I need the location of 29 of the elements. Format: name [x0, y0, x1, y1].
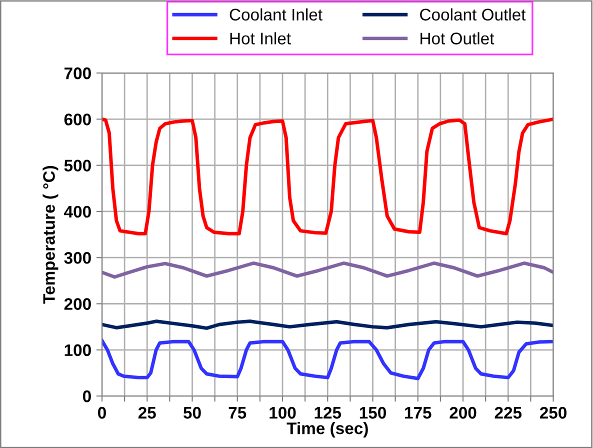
legend-label: Coolant Outlet: [420, 8, 526, 21]
line-series: [102, 320, 554, 330]
legend-label: Hot Outlet: [420, 32, 494, 44]
legend-label: Hot Inlet: [230, 32, 291, 44]
x-tick-label: 225: [494, 406, 522, 419]
x-tick-label: 175: [405, 407, 432, 419]
y-tick-label: 600: [64, 114, 91, 126]
y-tick-label: 200: [64, 298, 91, 310]
x-tick-label: 250: [540, 406, 566, 419]
line-series: [102, 338, 554, 380]
x-tick-label: 25: [138, 406, 156, 419]
x-tick-label: 50: [183, 406, 201, 419]
y-tick-label: 700: [64, 67, 91, 80]
y-tick-label: 0: [82, 390, 91, 402]
x-tick-label: 0: [98, 406, 106, 419]
y-tick-label: 500: [64, 160, 91, 172]
line-series: [102, 117, 554, 236]
y-axis-title: Temperature ( °C): [42, 166, 58, 304]
y-tick-label: 100: [64, 344, 91, 356]
x-tick-label: 200: [450, 406, 476, 419]
line-series: [102, 261, 554, 279]
x-tick-label: 100: [270, 406, 296, 419]
x-tick-label: 150: [360, 406, 386, 419]
x-tick-label: 125: [314, 406, 342, 419]
legend-label: Coolant Inlet: [230, 8, 322, 21]
x-tick-label: 75: [228, 407, 246, 419]
y-tick-label: 400: [64, 206, 91, 218]
x-axis-title: Time (sec): [286, 422, 368, 438]
y-tick-label: 300: [64, 252, 91, 264]
